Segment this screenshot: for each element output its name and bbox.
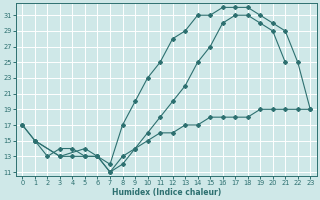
X-axis label: Humidex (Indice chaleur): Humidex (Indice chaleur) — [112, 188, 221, 197]
